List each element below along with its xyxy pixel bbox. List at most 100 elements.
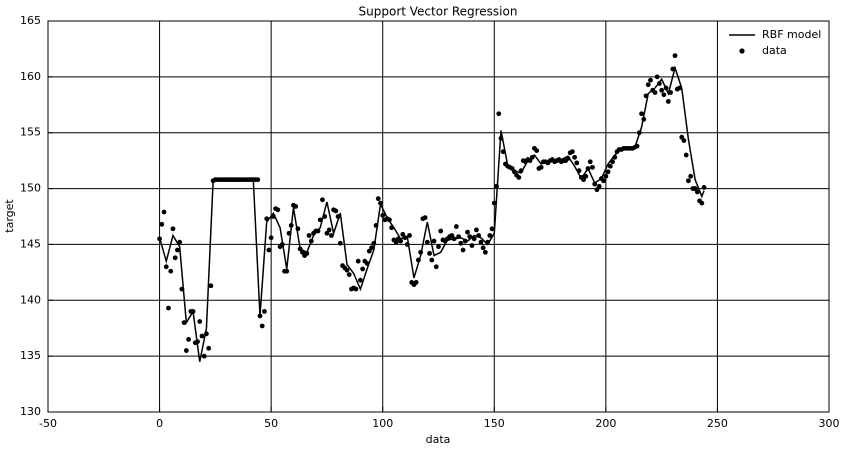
data-point [179,286,185,292]
data-point [665,99,671,104]
y-tick-label: 165 [20,14,41,27]
data-point [183,348,189,353]
data-point [270,214,276,219]
data-point [572,154,578,160]
data-point [358,277,363,283]
data-point [529,154,535,160]
data-point [159,221,165,227]
data-point [489,226,495,232]
data-point [308,238,314,244]
data-point [157,236,162,242]
data-point [197,319,203,324]
data-point [204,331,209,337]
data-point [603,173,609,179]
data-point [451,236,457,242]
data-point [596,183,602,189]
data-point [389,225,395,231]
data-point [661,92,667,98]
data-point [398,238,403,244]
data-point [654,74,660,80]
data-point [574,160,580,166]
data-point [286,230,292,236]
data-point [569,149,575,155]
data-point [699,200,705,206]
y-tick-label: 150 [20,182,41,195]
data-point [438,228,444,234]
data-point [643,93,649,99]
data-point [262,309,267,314]
data-point [407,233,412,238]
data-point [686,178,691,184]
data-point [565,156,571,161]
data-point [175,247,180,253]
data-point [201,353,207,359]
data-point [284,268,290,274]
data-point [648,77,653,83]
data-point [487,233,493,238]
data-point [663,85,669,91]
data-point [538,164,544,170]
data-point [688,173,694,179]
data-point [500,149,506,155]
data-point [467,234,473,240]
data-point [612,154,618,160]
data-point [259,323,265,329]
data-point [177,239,183,245]
data-point [364,261,370,266]
data-point [304,250,310,256]
data-point [634,143,640,149]
data-point [328,233,334,238]
data-point [460,247,466,253]
data-point [344,267,350,273]
x-tick-label: 0 [156,417,163,430]
data-point [462,238,468,244]
data-point [355,258,361,264]
data-point [657,81,662,86]
data-point [346,272,352,277]
data-point [322,214,328,219]
x-tick-label: -50 [39,417,57,430]
data-point [335,214,341,219]
data-point [480,245,486,251]
data-point [371,240,377,246]
data-point [701,185,707,190]
data-point [181,320,187,326]
x-tick-label: 100 [372,417,393,430]
data-point [498,135,504,141]
data-point [424,239,430,245]
data-point [605,169,611,175]
data-point [639,111,644,117]
data-point [436,244,441,250]
data-point [333,208,339,214]
x-tick-label: 300 [819,417,840,430]
data-point [195,339,200,345]
data-point [677,85,682,91]
data-point [257,313,263,319]
data-point [320,197,325,203]
data-point [266,247,272,253]
y-axis-label: target [3,199,16,233]
data-point [471,236,477,242]
data-point [465,229,470,235]
data-point [402,235,408,241]
y-tick-label: 145 [20,237,41,250]
data-point [378,200,383,206]
data-point [610,159,615,165]
legend-label: RBF model [762,28,821,41]
data-point [607,163,613,169]
data-point [268,235,274,241]
data-point [681,138,687,143]
data-point [275,207,281,213]
data-point [494,183,499,189]
data-point [199,333,205,339]
data-point [429,257,435,263]
data-point [186,336,191,342]
data-point [163,264,169,270]
data-point [587,159,593,165]
x-tick-label: 50 [264,417,278,430]
data-point [293,204,299,209]
data-point [190,309,196,314]
